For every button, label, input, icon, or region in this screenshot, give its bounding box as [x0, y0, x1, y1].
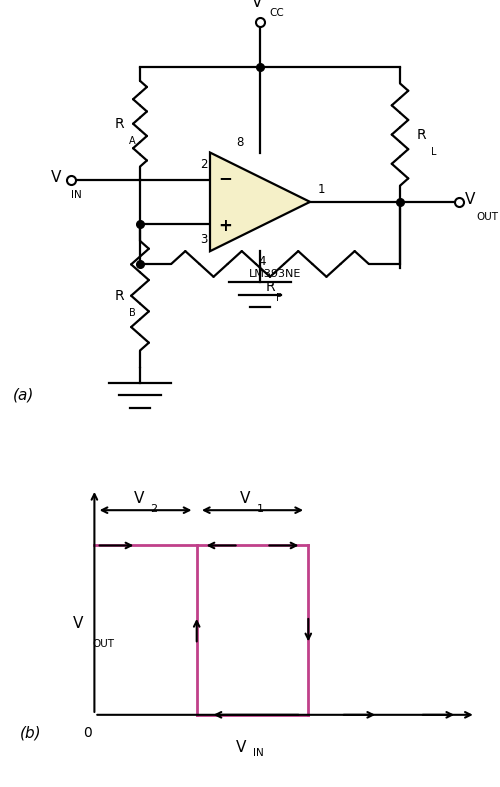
Text: V: V	[134, 491, 144, 506]
Text: V: V	[72, 615, 83, 630]
Text: V: V	[252, 0, 262, 10]
Polygon shape	[210, 153, 310, 251]
Text: IN: IN	[252, 748, 263, 759]
Text: 2: 2	[200, 158, 207, 171]
Text: LM393NE: LM393NE	[249, 268, 301, 279]
Text: F: F	[276, 293, 281, 303]
Text: R: R	[265, 279, 275, 294]
Text: 8: 8	[236, 136, 244, 150]
Text: OUT: OUT	[92, 639, 114, 649]
Text: V: V	[240, 491, 250, 506]
Text: 4: 4	[259, 254, 266, 268]
Text: 1: 1	[318, 183, 325, 196]
Text: A: A	[129, 136, 136, 146]
Text: +: +	[218, 217, 232, 235]
Text: R: R	[114, 116, 124, 131]
Text: 2: 2	[150, 504, 158, 514]
Text: (b): (b)	[20, 726, 42, 741]
Text: R: R	[114, 289, 124, 303]
Text: 0: 0	[83, 726, 92, 740]
Text: 1: 1	[257, 504, 264, 514]
Text: V: V	[465, 192, 475, 207]
Text: R: R	[416, 127, 426, 142]
Text: CC: CC	[269, 8, 284, 18]
Text: OUT: OUT	[476, 212, 498, 222]
Text: V: V	[236, 741, 246, 756]
Text: IN: IN	[71, 190, 82, 200]
Text: (a): (a)	[12, 387, 34, 402]
Text: −: −	[218, 169, 232, 187]
Text: V: V	[50, 171, 61, 186]
Text: 3: 3	[200, 233, 207, 246]
Text: B: B	[129, 309, 136, 318]
Text: L: L	[431, 147, 436, 157]
